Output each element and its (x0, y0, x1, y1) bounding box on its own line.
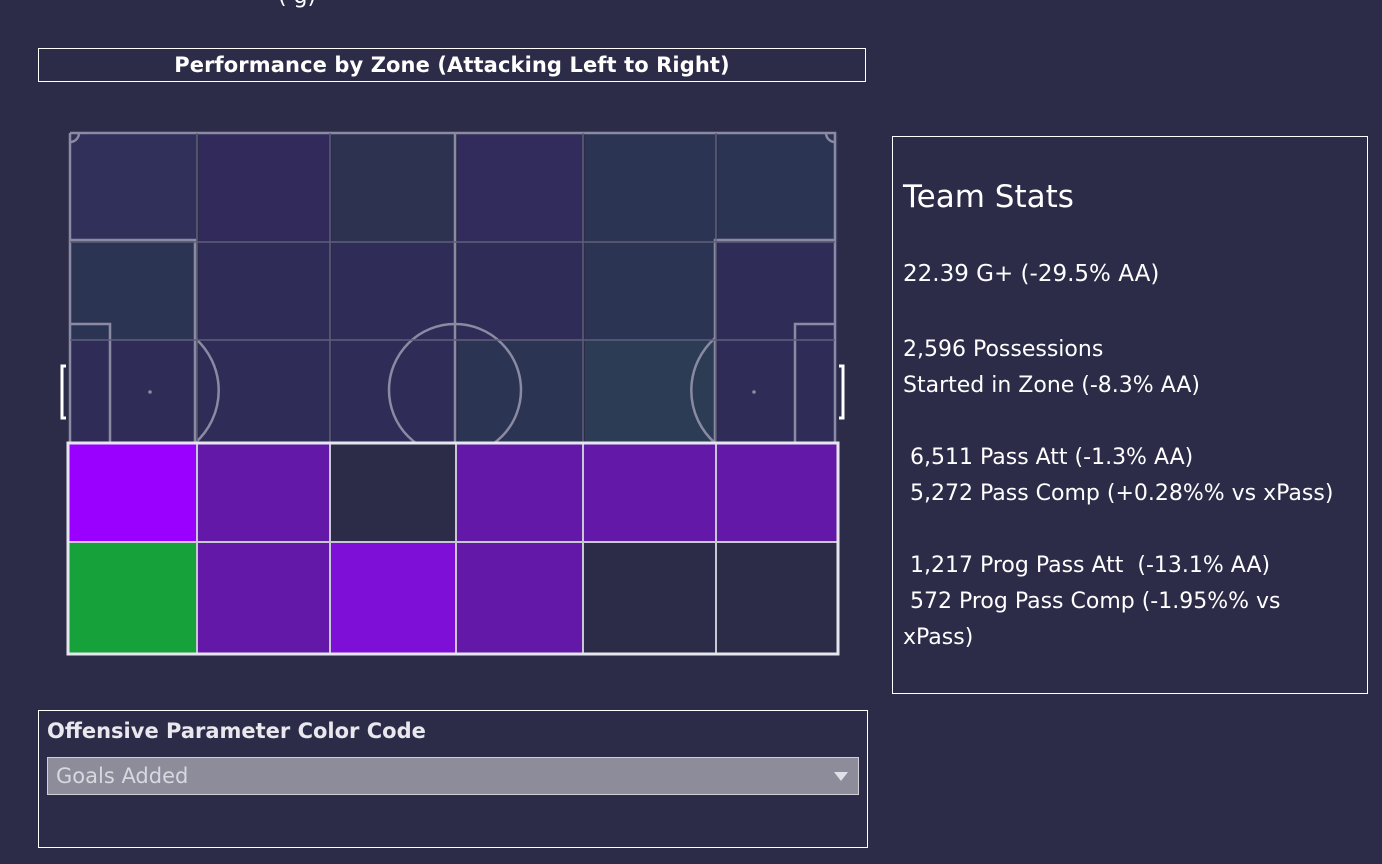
zone-cell-r1-c1[interactable] (67, 442, 198, 543)
pitch-bg-cell-r2-c1 (70, 242, 197, 340)
possessions-stat-detail: Started in Zone (-8.3% AA) (903, 373, 1200, 398)
left-penalty-spot (148, 390, 152, 394)
right-penalty-spot (752, 390, 756, 394)
pitch-bg-cell-r2-c2 (199, 242, 330, 340)
zone-highlight-border (66, 441, 840, 656)
pitch-bg-cell-r2-c6 (718, 242, 838, 340)
zone-cell-r1-c4[interactable] (455, 442, 584, 543)
zone-cell-r2-c4[interactable] (455, 541, 584, 655)
pitch-bg-cell-r1-c3 (332, 133, 456, 242)
pitch-bg-cell-r3-c6 (718, 340, 838, 443)
pitch-bg-cell-r1-c6 (718, 133, 838, 242)
zone-cell-r1-c2[interactable] (196, 442, 331, 543)
pitch-zone-map[interactable] (60, 128, 850, 668)
dropdown-selected-value: Goals Added (56, 764, 189, 788)
chevron-down-icon[interactable] (834, 772, 848, 781)
zone-cell-r2-c3[interactable] (329, 541, 457, 655)
pitch-bg-cell-r2-c3 (332, 242, 456, 340)
pitch-bg-cell-r3-c2 (199, 340, 330, 443)
color-code-dropdown[interactable]: Goals Added (47, 757, 859, 795)
pitch-bg-cell-r1-c2 (199, 133, 330, 242)
team-stats-panel: Team Stats 22.39 G+ (-29.5% AA) 2,596 Po… (892, 136, 1368, 694)
possessions-stat: 2,596 Possessions (903, 337, 1104, 362)
zone-grid-lines (70, 133, 835, 443)
zone-cell-r1-c5[interactable] (582, 442, 717, 543)
pass-attempts-stat: 6,511 Pass Att (-1.3% AA) (903, 445, 1194, 470)
header-clipped-title: · · ( g) (250, 0, 316, 9)
zone-cell-r2-c5[interactable] (582, 541, 717, 655)
prog-pass-completions-stat-cont: xPass) (903, 625, 974, 650)
zone-cell-r2-c6[interactable] (715, 541, 839, 655)
pitch-bg-cell-r3-c5 (585, 340, 716, 443)
pitch-bg-cell-r2-c5 (585, 242, 716, 340)
zone-cell-r2-c1[interactable] (67, 541, 198, 655)
pitch-background-cells (70, 133, 838, 443)
goals-added-stat: 22.39 G+ (-29.5% AA) (903, 261, 1160, 287)
zone-performance-title: Performance by Zone (Attacking Left to R… (38, 48, 866, 82)
pitch-bg-cell-r3-c3 (332, 340, 456, 443)
zone-cell-r1-c6[interactable] (715, 442, 839, 543)
zone-cells[interactable] (66, 441, 840, 656)
pitch-bg-cell-r3-c1 (70, 340, 197, 443)
team-stats-title: Team Stats (903, 179, 1074, 215)
filter-label: Offensive Parameter Color Code (47, 719, 426, 743)
zone-cell-r2-c2[interactable] (196, 541, 331, 655)
color-code-filter: Offensive Parameter Color Code Goals Add… (38, 710, 868, 848)
prog-pass-completions-stat: 572 Prog Pass Comp (-1.95%% vs (903, 589, 1281, 614)
pitch-bg-cell-r1-c4 (458, 133, 583, 242)
pitch-bg-cell-r1-c1 (70, 133, 197, 242)
pitch-bg-cell-r1-c5 (585, 133, 716, 242)
zone-cell-r1-c3[interactable] (329, 442, 457, 543)
pass-completions-stat: 5,272 Pass Comp (+0.28%% vs xPass) (903, 481, 1334, 506)
pitch-bg-cell-r2-c4 (458, 242, 583, 340)
prog-pass-attempts-stat: 1,217 Prog Pass Att (-13.1% AA) (903, 553, 1271, 578)
